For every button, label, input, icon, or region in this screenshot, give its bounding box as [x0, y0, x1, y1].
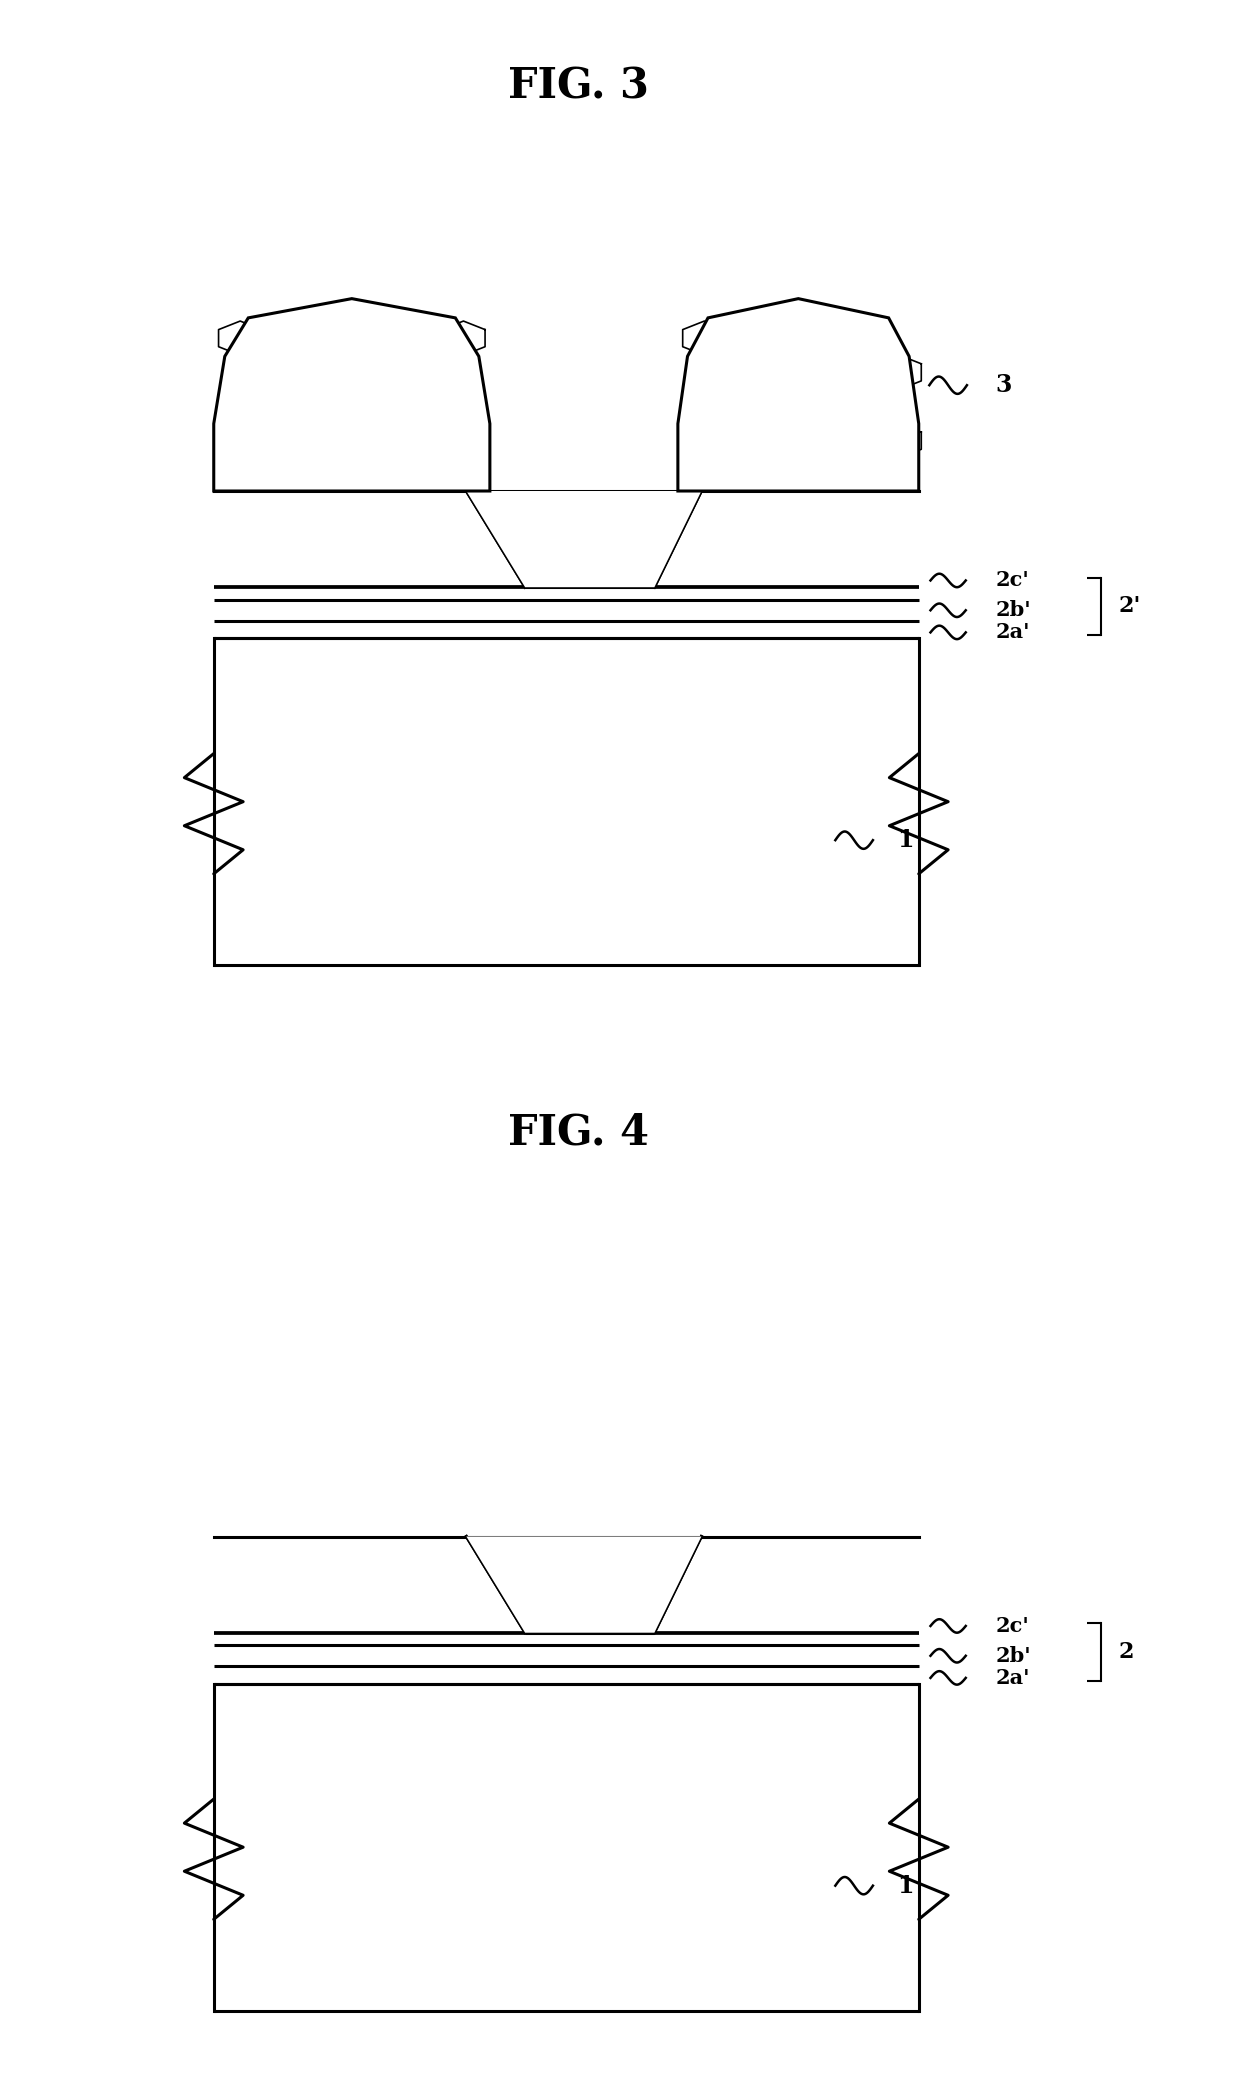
Polygon shape [214, 299, 490, 491]
Text: 2a': 2a' [995, 1669, 1030, 1687]
Text: 2: 2 [1119, 1641, 1134, 1662]
Polygon shape [466, 1537, 701, 1633]
Text: 3: 3 [995, 372, 1011, 397]
Text: 1: 1 [898, 1874, 914, 1899]
Polygon shape [466, 491, 701, 588]
Polygon shape [678, 299, 919, 491]
Text: 2c': 2c' [995, 571, 1029, 590]
Text: 2b': 2b' [995, 1646, 1031, 1667]
Text: 2': 2' [1119, 596, 1141, 617]
Text: 1: 1 [898, 828, 914, 853]
Text: 2b': 2b' [995, 600, 1031, 621]
Text: FIG. 4: FIG. 4 [508, 1112, 649, 1154]
Text: 2a': 2a' [995, 623, 1030, 642]
Text: FIG. 3: FIG. 3 [508, 65, 649, 109]
Text: 2c': 2c' [995, 1616, 1029, 1635]
